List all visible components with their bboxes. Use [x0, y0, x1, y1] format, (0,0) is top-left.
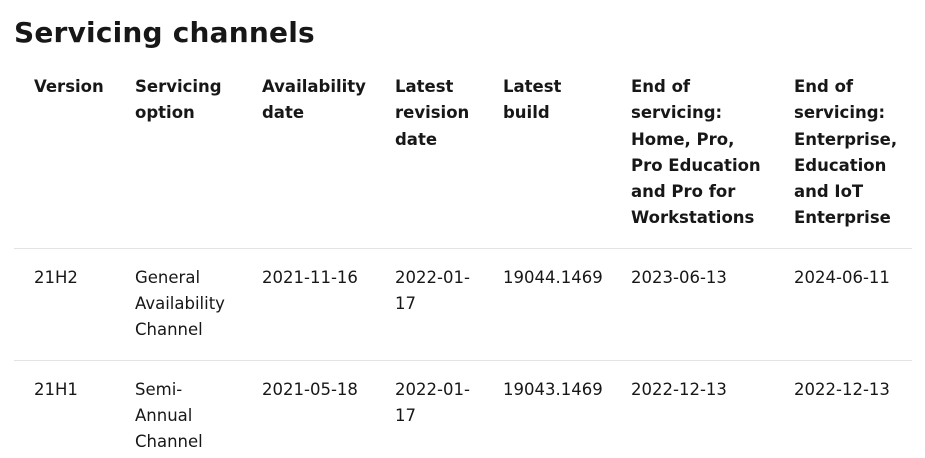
- column-header-end-of-servicing-enterprise: End of servicing: Enterprise, Education …: [774, 73, 912, 249]
- column-header-version: Version: [14, 73, 115, 249]
- column-header-end-of-servicing-home-pro: End of servicing: Home, Pro, Pro Educati…: [611, 73, 774, 249]
- cell-availability-date: 2021-05-18: [262, 379, 358, 399]
- column-header-availability-date: Availability date: [242, 73, 375, 249]
- column-header-servicing-option: Servicing option: [115, 73, 242, 249]
- servicing-channels-table: Version Servicing option Availability da…: [14, 73, 912, 458]
- cell-version: 21H2: [14, 248, 115, 361]
- table-row: 21H1 Semi-Annual Channel 2021-05-18 2022…: [14, 360, 912, 458]
- table-row: 21H2 General Availability Channel 2021-1…: [14, 248, 912, 361]
- column-header-latest-build: Latest build: [483, 73, 611, 249]
- column-header-latest-revision-date: Latest revision date: [375, 73, 483, 249]
- cell-latest-build: 19044.1469: [483, 248, 611, 361]
- cell-latest-build: 19043.1469: [503, 379, 603, 399]
- cell-latest-revision-date: 2022-01-17: [375, 248, 483, 361]
- table-header-row: Version Servicing option Availability da…: [14, 73, 912, 249]
- cell-latest-revision-date: 2022-01-17: [395, 379, 470, 425]
- section-heading: Servicing channels: [14, 16, 315, 49]
- cell-availability-date: 2021-11-16: [242, 248, 375, 361]
- cell-servicing-option: General Availability Channel: [115, 248, 242, 361]
- cell-end-of-servicing-enterprise: 2024-06-11: [774, 248, 912, 361]
- cell-end-of-servicing-home-pro: 2023-06-13: [611, 248, 774, 361]
- cell-end-of-servicing-home-pro: 2022-12-13: [631, 379, 727, 399]
- cell-version: 21H1: [34, 379, 78, 399]
- cell-servicing-option: Semi-Annual Channel: [135, 379, 203, 452]
- cell-end-of-servicing-enterprise: 2022-12-13: [794, 379, 890, 399]
